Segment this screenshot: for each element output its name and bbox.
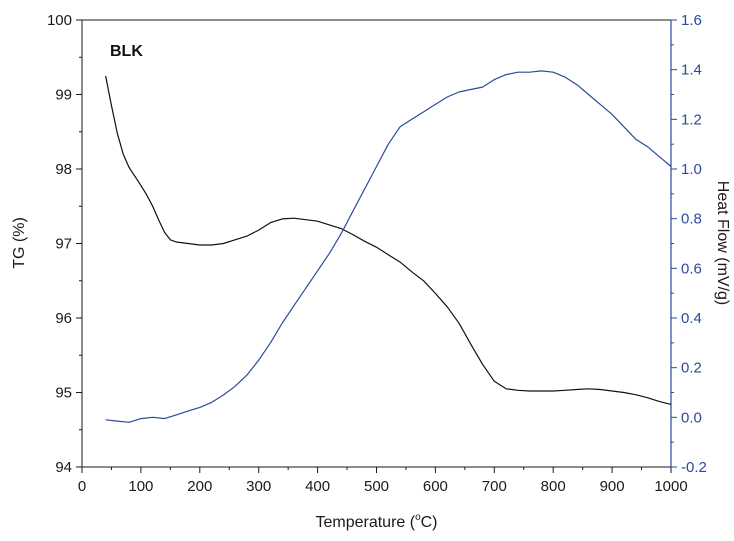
plot-frame [81,19,672,468]
y-right-tick-label: -0.2 [681,459,707,476]
y-left-tick-label: 98 [55,161,72,178]
y-right-tick-label: 0.6 [681,260,702,277]
y-right-tick-label: 0.2 [681,360,702,377]
x-tick-label: 700 [482,478,507,495]
y-left-tick-label: 99 [55,87,72,104]
y-left-tick-label: 97 [55,236,72,253]
y-right-axis-title: Heat Flow (mV/g) [714,181,731,305]
y-left-tick-label: 95 [55,385,72,402]
x-tick-label: 300 [246,478,271,495]
bottom-axis: 0 100 200 300 400 500 600 700 800 900 1000 [78,467,688,495]
x-axis-title: Temperature (oC) [315,512,437,531]
x-tick-label: 0 [78,478,86,495]
x-tick-label: 100 [128,478,153,495]
left-axis: 94 95 96 97 98 99 100 [47,12,82,476]
y-right-tick-label: 0.8 [681,211,702,228]
y-right-tick-label: 0.4 [681,310,702,327]
y-right-tick-label: 1.6 [681,12,702,29]
y-left-axis-title: TG (%) [11,217,28,269]
y-right-tick-label: 1.2 [681,111,702,128]
series-group [105,70,672,423]
heat-flow-series-line [105,70,672,423]
y-right-tick-label: 1.4 [681,62,702,79]
y-left-tick-label: 94 [55,459,72,476]
x-tick-label: 600 [423,478,448,495]
tg-series-line [105,75,672,405]
right-axis: -0.2 0.0 0.2 0.4 0.6 0.8 1.0 1.2 1.4 1.6 [670,12,707,476]
x-tick-label: 800 [541,478,566,495]
x-tick-label: 400 [305,478,330,495]
sample-label: BLK [110,43,143,60]
x-tick-label: 200 [187,478,212,495]
y-right-tick-label: 0.0 [681,409,702,426]
x-axis-title-degree: o [415,512,421,523]
x-axis-title-prefix: Temperature ( [315,514,415,531]
y-left-tick-label: 100 [47,12,72,29]
x-axis-title-suffix: C) [421,514,438,531]
x-tick-label: 1000 [654,478,687,495]
x-tick-label: 500 [364,478,389,495]
y-left-tick-label: 96 [55,310,72,327]
y-right-tick-label: 1.0 [681,161,702,178]
x-tick-label: 900 [600,478,625,495]
